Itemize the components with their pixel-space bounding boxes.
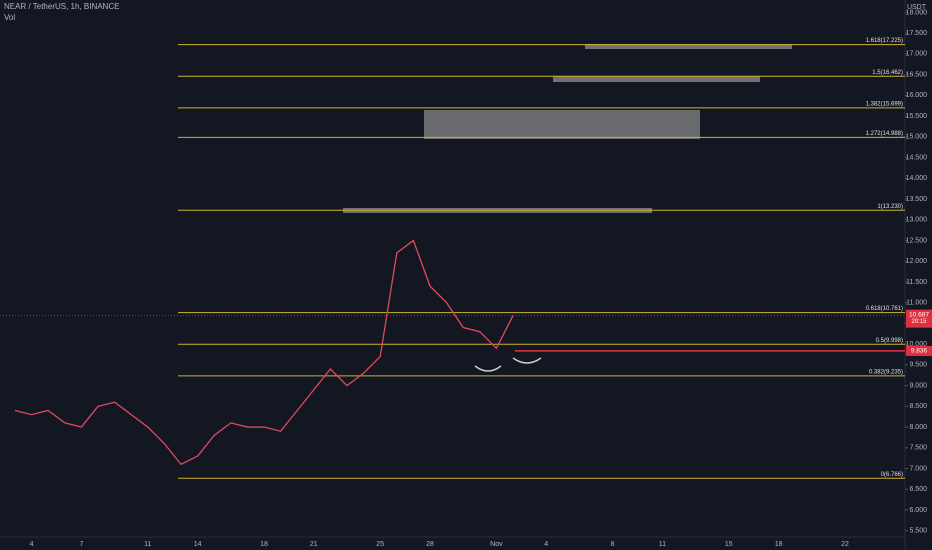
y-tick-label: 14.500	[906, 154, 928, 161]
x-tick-label: 11	[659, 541, 666, 548]
x-tick-label: 25	[376, 541, 384, 548]
marked-level-label: 9.836	[911, 348, 928, 355]
y-tick-label: 9.000	[909, 382, 927, 389]
chart-title: NEAR / TetherUS, 1h, BINANCE	[4, 2, 119, 11]
fib-label: 1.272(14.988)	[866, 131, 903, 137]
y-tick-label: 11.000	[906, 300, 927, 307]
x-tick-label: Nov	[490, 541, 503, 548]
y-tick-label: 17.000	[906, 51, 928, 58]
last-price-box	[906, 309, 932, 328]
target-zone	[424, 110, 700, 139]
y-tick-label: 5.500	[909, 528, 927, 535]
price-line	[14, 239, 514, 466]
fib-label: 1.5(16.462)	[872, 70, 903, 76]
y-tick-label: 12.500	[906, 237, 928, 244]
fib-label: 0.382(9.235)	[869, 369, 903, 375]
y-tick-label: 8.500	[909, 403, 927, 410]
currency-label: USDT	[907, 4, 927, 11]
countdown-label: 20:15	[911, 319, 927, 325]
fib-label: 1.618(17.225)	[866, 38, 903, 44]
x-tick-label: 15	[725, 541, 733, 548]
x-tick-label: 14	[194, 541, 202, 548]
y-tick-label: 15.000	[906, 134, 928, 141]
x-tick-label: 18	[775, 541, 783, 548]
y-tick-label: 9.500	[909, 362, 927, 369]
x-tick-label: 18	[260, 541, 268, 548]
fib-label: 0.618(10.761)	[866, 306, 903, 312]
y-tick-label: 18.000	[906, 9, 928, 16]
y-tick-label: 6.500	[909, 486, 927, 493]
y-tick-label: 16.000	[906, 92, 928, 99]
y-tick-label: 17.500	[906, 30, 928, 37]
shoulder-arc	[512, 357, 542, 364]
last-price-label: 10.687	[909, 311, 929, 318]
y-tick-label: 7.500	[909, 445, 927, 452]
x-tick-label: 8	[611, 541, 615, 548]
x-tick-label: 4	[544, 541, 548, 548]
x-tick-label: 22	[841, 541, 849, 548]
shoulder-arc	[474, 365, 502, 372]
indicator-label: Vol	[4, 13, 15, 22]
x-tick-label: 28	[426, 541, 434, 548]
y-tick-label: 11.500	[906, 279, 927, 286]
x-tick-label: 11	[144, 541, 151, 548]
x-tick-label: 7	[79, 541, 83, 548]
y-tick-label: 10.000	[906, 341, 928, 348]
fib-label: 1(13.230)	[877, 204, 903, 210]
y-tick-label: 8.000	[909, 424, 927, 431]
x-tick-label: 21	[310, 541, 318, 548]
x-tick-label: 4	[30, 541, 34, 548]
fib-label: 0.5(9.998)	[876, 338, 903, 344]
y-tick-label: 12.000	[906, 258, 928, 265]
fib-label: 0(6.766)	[881, 472, 903, 478]
y-tick-label: 13.500	[906, 196, 928, 203]
fib-label: 1.382(15.699)	[866, 101, 903, 107]
y-tick-label: 7.000	[909, 465, 927, 472]
target-zone	[585, 44, 792, 49]
y-tick-label: 14.000	[906, 175, 928, 182]
y-tick-label: 6.000	[909, 507, 927, 514]
target-zone	[553, 76, 760, 82]
y-tick-label: 16.500	[906, 71, 928, 78]
y-tick-label: 15.500	[906, 113, 928, 120]
y-tick-label: 13.000	[906, 217, 928, 224]
marked-level-box	[906, 345, 932, 356]
